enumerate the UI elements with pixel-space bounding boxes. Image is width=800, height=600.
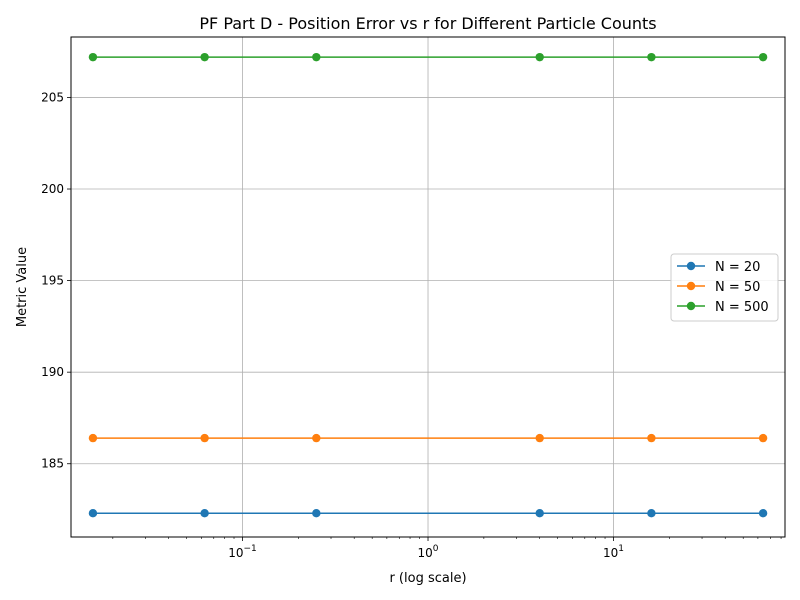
data-point xyxy=(535,508,544,518)
y-tick-label: 200 xyxy=(41,182,64,196)
data-point xyxy=(312,508,321,518)
y-axis-label: Metric Value xyxy=(15,247,30,327)
x-tick-label: 101 xyxy=(603,544,624,560)
x-tick-label: 10−1 xyxy=(228,544,257,560)
grid xyxy=(71,37,785,537)
data-point xyxy=(312,433,321,443)
data-point xyxy=(535,52,544,62)
series-lines xyxy=(88,52,768,518)
data-point xyxy=(758,52,768,62)
data-point xyxy=(200,508,209,518)
data-point xyxy=(758,508,768,518)
legend-label: N = 20 xyxy=(715,260,760,275)
legend-swatch-marker xyxy=(686,261,696,271)
legend-label: N = 50 xyxy=(715,280,760,295)
axis-ticks: 10−1 100 101 185 190 195 200 205 xyxy=(41,90,782,560)
y-tick-label: 195 xyxy=(41,274,64,288)
legend-box xyxy=(670,253,779,322)
data-point xyxy=(200,52,209,62)
data-point xyxy=(535,433,544,443)
legend-label: N = 500 xyxy=(715,300,769,315)
legend: N = 20 N = 50 N = 500 xyxy=(670,253,779,322)
chart-title: PF Part D - Position Error vs r for Diff… xyxy=(199,14,656,33)
y-tick-label: 205 xyxy=(41,90,64,104)
data-point xyxy=(88,52,98,62)
data-point xyxy=(88,508,98,518)
data-point xyxy=(312,52,321,62)
x-axis-label: r (log scale) xyxy=(389,571,466,586)
data-point xyxy=(647,508,656,518)
data-point xyxy=(758,433,768,443)
y-tick-label: 185 xyxy=(41,457,64,471)
data-point xyxy=(647,52,656,62)
x-tick-label: 100 xyxy=(418,544,439,560)
legend-swatch-marker xyxy=(686,301,696,311)
legend-swatch-marker xyxy=(686,281,696,291)
y-tick-label: 190 xyxy=(41,365,64,379)
data-point xyxy=(647,433,656,443)
data-point xyxy=(200,433,209,443)
data-point xyxy=(88,433,98,443)
